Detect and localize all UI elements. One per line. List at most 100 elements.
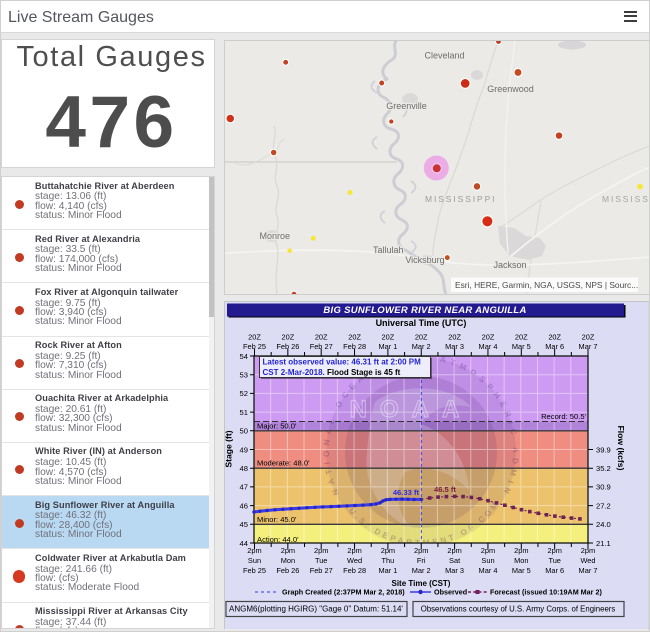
svg-text:Wed: Wed <box>347 556 362 565</box>
svg-text:Mon: Mon <box>514 556 528 565</box>
svg-text:30.9: 30.9 <box>596 483 611 492</box>
svg-text:20Z: 20Z <box>248 333 261 342</box>
svg-text:Flow (kcfs): Flow (kcfs) <box>616 426 626 471</box>
svg-text:Mar 3: Mar 3 <box>445 566 464 575</box>
svg-text:Sun: Sun <box>248 556 261 565</box>
svg-text:Record: 50.5': Record: 50.5' <box>541 412 586 421</box>
svg-text:Monroe: Monroe <box>260 231 291 241</box>
svg-text:Mar 2: Mar 2 <box>412 566 431 575</box>
svg-text:54: 54 <box>240 352 248 361</box>
svg-text:24.0: 24.0 <box>596 520 611 529</box>
svg-text:2pm: 2pm <box>581 546 595 555</box>
svg-text:Tallulah: Tallulah <box>373 245 404 255</box>
svg-text:Observations courtesy of U.S.: Observations courtesy of U.S. Army Corps… <box>421 605 616 614</box>
svg-text:Site Time (CST): Site Time (CST) <box>392 579 451 588</box>
svg-text:46: 46 <box>240 501 248 510</box>
svg-text:Feb 26: Feb 26 <box>276 566 299 575</box>
svg-text:35.2: 35.2 <box>596 464 611 473</box>
svg-text:44: 44 <box>240 539 248 548</box>
svg-text:Mar 4: Mar 4 <box>479 566 498 575</box>
svg-text:Mar 6: Mar 6 <box>545 566 564 575</box>
svg-text:Graph Created (2:37PM Mar 2, 2: Graph Created (2:37PM Mar 2, 2018) <box>282 588 405 597</box>
svg-text:Observed: Observed <box>434 588 467 597</box>
svg-text:BIG SUNFLOWER RIVER NEAR ANGUI: BIG SUNFLOWER RIVER NEAR ANGUILLA <box>323 305 526 316</box>
svg-text:2pm: 2pm <box>347 546 361 555</box>
svg-text:Tue: Tue <box>548 556 560 565</box>
svg-text:2pm: 2pm <box>314 546 328 555</box>
svg-text:Wed: Wed <box>580 556 595 565</box>
svg-text:Minor: 45.0': Minor: 45.0' <box>257 515 297 524</box>
svg-text:Feb 27: Feb 27 <box>310 566 333 575</box>
svg-text:Feb 25: Feb 25 <box>243 566 266 575</box>
svg-text:20Z: 20Z <box>548 333 561 342</box>
svg-text:Esri, HERE, Garmin, NGA, USGS,: Esri, HERE, Garmin, NGA, USGS, NPS | Sou… <box>455 280 638 290</box>
svg-text:Mar 7: Mar 7 <box>579 342 598 351</box>
svg-text:Mar 1: Mar 1 <box>378 342 397 351</box>
svg-text:2pm: 2pm <box>247 546 261 555</box>
svg-text:52: 52 <box>240 389 248 398</box>
svg-text:Tue: Tue <box>315 556 327 565</box>
svg-text:MISSISSIPPI: MISSISSIPPI <box>425 194 496 204</box>
svg-text:20Z: 20Z <box>448 333 461 342</box>
svg-text:Feb 25: Feb 25 <box>243 342 266 351</box>
svg-text:2pm: 2pm <box>514 546 528 555</box>
svg-text:39.9: 39.9 <box>596 445 611 454</box>
svg-text:Vicksburg: Vicksburg <box>405 255 444 265</box>
svg-text:Cleveland: Cleveland <box>424 51 464 61</box>
svg-text:Major: 50.0': Major: 50.0' <box>257 421 297 430</box>
svg-text:50: 50 <box>240 427 248 436</box>
svg-text:Sun: Sun <box>481 556 494 565</box>
svg-text:Mar 5: Mar 5 <box>512 566 531 575</box>
svg-text:Action: 44.0': Action: 44.0' <box>257 535 299 544</box>
svg-text:2pm: 2pm <box>414 546 428 555</box>
svg-text:Thu: Thu <box>382 556 395 565</box>
svg-text:Mar 6: Mar 6 <box>545 342 564 351</box>
svg-text:47: 47 <box>240 483 248 492</box>
svg-text:2pm: 2pm <box>548 546 562 555</box>
svg-text:45: 45 <box>240 520 248 529</box>
svg-text:20Z: 20Z <box>348 333 361 342</box>
svg-text:2pm: 2pm <box>447 546 461 555</box>
svg-text:Feb 28: Feb 28 <box>343 566 366 575</box>
svg-text:Stage (ft): Stage (ft) <box>225 430 234 467</box>
svg-text:51: 51 <box>240 408 248 417</box>
svg-text:CST 2-Mar-2018. Flood Stage i: CST 2-Mar-2018. Flood Stage is 45 ft <box>263 368 401 377</box>
svg-text:46.33 ft: 46.33 ft <box>393 488 420 497</box>
svg-text:Mon: Mon <box>281 556 295 565</box>
svg-text:20Z: 20Z <box>515 333 528 342</box>
svg-text:Universal Time (UTC): Universal Time (UTC) <box>376 318 467 328</box>
svg-text:Sat: Sat <box>449 556 460 565</box>
svg-text:Greenville: Greenville <box>386 101 427 111</box>
svg-text:NOAA: NOAA <box>350 396 473 423</box>
svg-text:Fri: Fri <box>417 556 426 565</box>
svg-text:2pm: 2pm <box>481 546 495 555</box>
svg-text:Feb 26: Feb 26 <box>276 342 299 351</box>
svg-text:Moderate: 48.0': Moderate: 48.0' <box>257 459 310 468</box>
svg-text:49: 49 <box>240 445 248 454</box>
svg-text:46.5 ft: 46.5 ft <box>434 485 456 494</box>
svg-text:ANGM6(plotting HGIRG) "Gage 0": ANGM6(plotting HGIRG) "Gage 0" Datum: 51… <box>229 605 403 614</box>
svg-text:Mar 4: Mar 4 <box>479 342 498 351</box>
svg-text:20Z: 20Z <box>415 333 428 342</box>
svg-text:Mar 2: Mar 2 <box>412 342 431 351</box>
svg-text:20Z: 20Z <box>582 333 595 342</box>
svg-text:Jackson: Jackson <box>493 260 526 270</box>
svg-text:Mar 5: Mar 5 <box>512 342 531 351</box>
svg-text:Forecast (issued 10:19AM Mar 2: Forecast (issued 10:19AM Mar 2) <box>490 588 602 597</box>
svg-text:Mar 1: Mar 1 <box>378 566 397 575</box>
svg-text:48: 48 <box>240 464 248 473</box>
svg-text:20Z: 20Z <box>482 333 495 342</box>
svg-text:53: 53 <box>240 371 248 380</box>
svg-text:21.1: 21.1 <box>596 539 611 548</box>
svg-text:2pm: 2pm <box>281 546 295 555</box>
svg-text:Feb 27: Feb 27 <box>310 342 333 351</box>
svg-text:27.2: 27.2 <box>596 501 611 510</box>
svg-text:20Z: 20Z <box>315 333 328 342</box>
svg-text:Mar 3: Mar 3 <box>445 342 464 351</box>
svg-text:20Z: 20Z <box>382 333 395 342</box>
svg-text:Mar 7: Mar 7 <box>579 566 598 575</box>
svg-text:MISSISS: MISSISS <box>602 194 650 204</box>
svg-text:Feb 28: Feb 28 <box>343 342 366 351</box>
svg-text:Latest observed value: 46.31: Latest observed value: 46.31 ft at 2:00 … <box>263 358 422 367</box>
svg-text:2pm: 2pm <box>381 546 395 555</box>
